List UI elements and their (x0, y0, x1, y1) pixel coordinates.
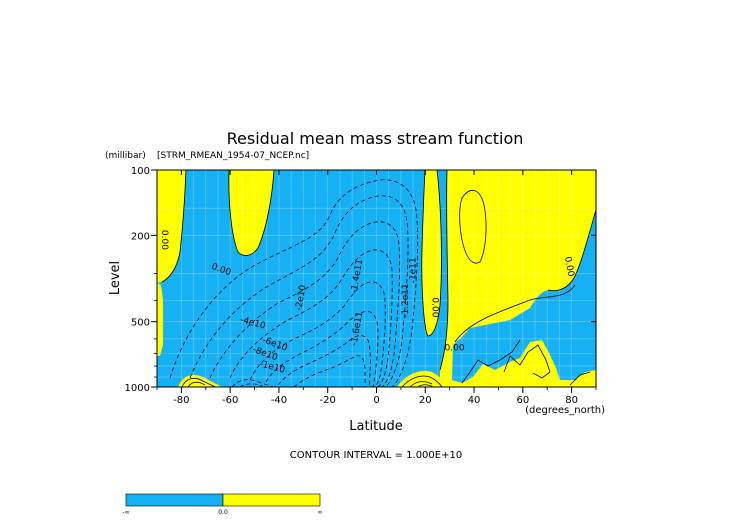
y-tick-label: 500 (131, 318, 150, 329)
contour-interval: CONTOUR INTERVAL = 1.000E+10 (290, 450, 462, 461)
positive-region-sh (157, 170, 186, 283)
y-tick-label: 200 (131, 231, 150, 242)
y-axis: 100 200 500 1000 (125, 166, 596, 394)
colorbar-negative (125, 493, 224, 507)
colorbar-positive (222, 493, 321, 507)
positive-contour (187, 381, 206, 388)
zero-contour (547, 209, 597, 292)
x-tick-label: -80 (173, 395, 189, 406)
positive-contour (454, 284, 576, 343)
negative-contour (249, 281, 386, 388)
y-tick-label: 1000 (125, 383, 150, 394)
contour-label: 0.00 (159, 230, 169, 250)
x-tick-label: 0 (373, 395, 379, 406)
positive-contour (459, 190, 487, 264)
x-units: (degrees_north) (525, 405, 605, 416)
negative-contour (209, 221, 401, 388)
y-units: (millibar) (105, 151, 146, 161)
zero-contour (421, 169, 442, 337)
positive-contour (181, 377, 217, 388)
x-tick-label: -60 (222, 395, 238, 406)
y-axis-label: Level (108, 261, 123, 295)
positive-contour (401, 375, 443, 388)
x-tick-label: 80 (565, 395, 578, 406)
colorbar-label-zero: 0.0 (218, 509, 228, 516)
positive-region-nh (440, 170, 596, 387)
negative-contour (229, 249, 393, 388)
positive-contour (409, 381, 433, 388)
x-tick-label: 60 (516, 395, 529, 406)
contour-label: -2e10 (294, 284, 308, 312)
positive-contour (569, 371, 591, 386)
zero-contour (439, 169, 449, 371)
colorbar-label-pos: ∞ (318, 509, 323, 516)
positive-region-upper (228, 170, 274, 256)
zero-contour (161, 169, 187, 283)
zero-contour (228, 169, 275, 256)
colorbar: -∞ 0.0 ∞ (122, 493, 323, 516)
negative-contour (169, 179, 419, 388)
positive-region-surface-sh (178, 375, 222, 387)
chart-subtitle: [STRM_RMEAN_1954-07_NCEP.nc] (157, 151, 309, 161)
x-tick-label: 20 (419, 395, 432, 406)
chart-title: Residual mean mass stream function (227, 129, 524, 148)
x-tick-label: -20 (320, 395, 336, 406)
x-axis: -80 -60 -40 -20 0 20 40 60 80 (156, 170, 597, 406)
negative-contour-lines (169, 179, 419, 388)
contour-label: 0.00 (445, 344, 465, 354)
positive-region-left-strip (157, 283, 163, 356)
negative-contour (239, 383, 263, 388)
contour-label: 0.00 (430, 297, 440, 317)
contour-label: 0.00 (562, 256, 575, 278)
positive-contour (503, 344, 551, 379)
x-axis-label: Latitude (349, 419, 403, 434)
negative-contour (231, 379, 275, 388)
contour-lines (161, 169, 597, 388)
contour-label: -1.2e11 (401, 283, 411, 318)
negative-contour (189, 195, 409, 388)
negative-contour (265, 311, 379, 388)
positive-contour (417, 384, 434, 388)
positive-contour (461, 339, 521, 384)
contour-label: -1e11 (409, 257, 419, 283)
negative-contour (293, 355, 366, 388)
x-tick-label: 40 (468, 395, 481, 406)
y-tick-label: 100 (131, 166, 150, 177)
colorbar-label-neg: -∞ (122, 509, 129, 516)
plot-area: 0.000.00-2e10-4e10-6e10-8e10-1e10-1.4e11… (156, 169, 597, 388)
negative-contour (277, 335, 371, 388)
positive-region-surface-eq (397, 370, 446, 387)
x-tick-label: -40 (271, 395, 287, 406)
positive-region-narrow (421, 170, 442, 336)
